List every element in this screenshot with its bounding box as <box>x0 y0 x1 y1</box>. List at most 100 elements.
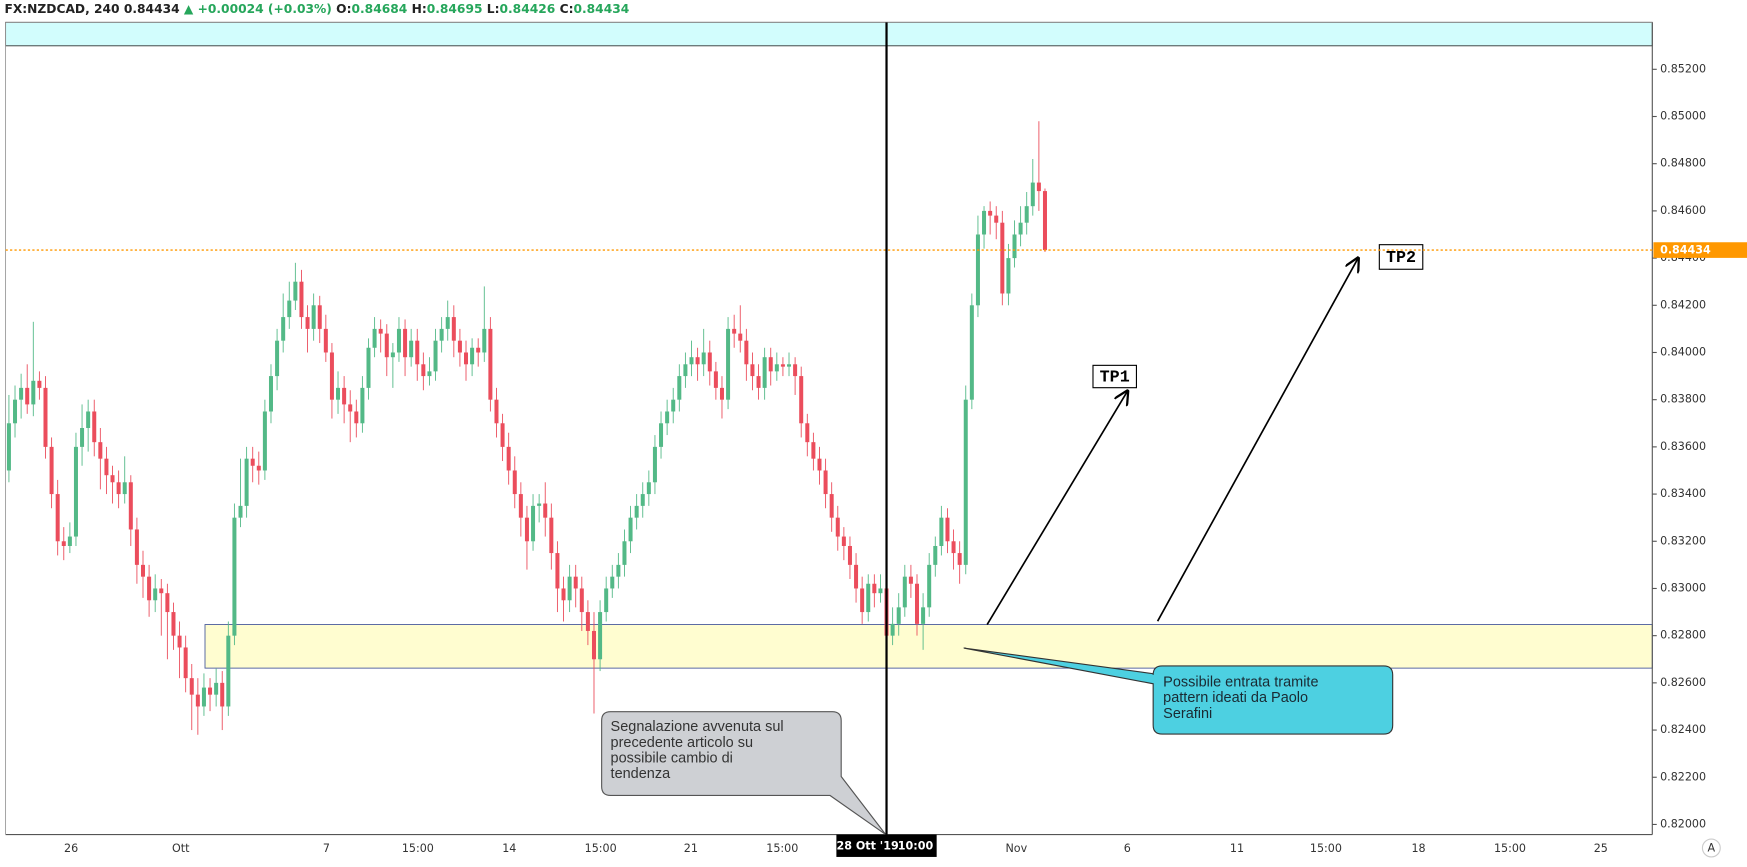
candle-body <box>671 399 676 412</box>
candle-body <box>55 494 60 542</box>
candle-body <box>902 576 907 608</box>
candle-body <box>1000 222 1005 294</box>
candle-body <box>1018 222 1023 235</box>
x-tick-label: Nov <box>1005 842 1027 855</box>
ohlc-label: H: <box>412 1 427 15</box>
candle-body <box>982 210 987 235</box>
note-left-callout <box>601 711 887 836</box>
x-tick-label: 21 <box>684 842 698 855</box>
candle-body <box>80 428 85 447</box>
ohlc-value: 0.84695 <box>427 1 483 15</box>
x-tick-label: Ott <box>172 842 190 855</box>
candle-body <box>208 687 213 695</box>
candle-body <box>847 545 852 565</box>
x-tick-label: 14 <box>502 842 516 855</box>
candle-body <box>342 387 347 405</box>
y-tick-label: 0.83600 <box>1660 440 1706 453</box>
candle-body <box>573 576 578 589</box>
candle-body <box>1042 191 1047 251</box>
candle-body <box>256 465 261 471</box>
candle-body <box>598 612 603 660</box>
candle-body <box>908 576 913 584</box>
candle-body <box>433 340 438 372</box>
candle-body <box>403 328 408 358</box>
candle-body <box>811 442 816 459</box>
candle-body <box>1012 234 1017 259</box>
candle-body <box>92 411 97 443</box>
ohlc-value: 0.84434 <box>573 1 629 15</box>
candle-body <box>860 588 865 613</box>
candle-body <box>336 387 341 400</box>
candle-body <box>945 517 950 542</box>
candle-body <box>159 588 164 594</box>
candle-body <box>439 328 444 341</box>
candle-body <box>220 682 225 707</box>
tp1-box <box>1092 364 1137 389</box>
candle-body <box>49 446 54 495</box>
tp2-box <box>1378 244 1424 270</box>
candle-body <box>659 423 664 447</box>
candle-body <box>506 446 511 471</box>
note-left-line: possibile cambio di <box>611 750 733 766</box>
note-right-callout <box>963 647 1394 735</box>
candle-body <box>549 517 554 554</box>
candle-body <box>780 364 785 367</box>
candle-body <box>683 364 688 377</box>
auto-scale-label[interactable]: A <box>1708 842 1716 855</box>
x-tick-label: 15:00 <box>766 842 798 855</box>
candle-body <box>689 357 694 365</box>
x-tick-label: 15:00 <box>1310 842 1342 855</box>
crosshair-time: 10:00 <box>898 839 934 852</box>
candle-body <box>957 553 962 565</box>
candle-body <box>866 583 871 613</box>
candle-body <box>128 482 133 530</box>
candle-body <box>147 576 152 601</box>
candle-body <box>348 404 353 412</box>
candle-body <box>31 380 36 405</box>
candle-body <box>707 352 712 372</box>
candle-body <box>482 328 487 353</box>
candle-body <box>238 505 243 518</box>
candle-body <box>354 411 359 424</box>
candle-body <box>140 564 146 577</box>
candle-body <box>195 694 200 707</box>
candle-body <box>19 387 24 400</box>
candle-body <box>1030 182 1035 207</box>
candle-body <box>299 281 304 318</box>
candle-body <box>427 371 432 377</box>
candle-body <box>646 482 651 495</box>
candle-body <box>165 593 170 613</box>
candle-body <box>488 328 493 400</box>
candle-body <box>994 215 999 223</box>
candle-body <box>640 494 645 506</box>
candle-body <box>665 411 670 424</box>
crosshair-box <box>836 834 937 857</box>
candle-body <box>98 442 103 459</box>
candle-body <box>585 612 590 631</box>
candle-body <box>774 364 779 372</box>
y-tick-label: 0.83200 <box>1660 534 1706 547</box>
candle-body <box>604 588 609 613</box>
header: FX:NZDCAD, 240 0.84434 ▲ +0.00024 (+0.03… <box>4 1 629 15</box>
candle-body <box>787 364 792 367</box>
auto-scale-button[interactable] <box>1701 838 1721 858</box>
cyan-band <box>5 21 1653 47</box>
candle-body <box>500 423 505 447</box>
candle-body <box>975 234 980 306</box>
last-price-box <box>1653 242 1747 258</box>
note-left-line: Segnalazione avvenuta sul <box>611 719 784 735</box>
y-tick-label: 0.82400 <box>1660 723 1706 736</box>
candle-body <box>531 505 536 542</box>
candle-body <box>287 300 292 318</box>
note-left-line: precedente articolo su <box>611 735 753 751</box>
candle-body <box>732 328 737 334</box>
candle-body <box>744 340 749 365</box>
candle-body <box>878 588 883 594</box>
candle-body <box>37 380 42 388</box>
candle-body <box>829 494 834 518</box>
candle-body <box>890 623 895 636</box>
entry-zone <box>204 624 1653 669</box>
candle-body <box>793 364 798 377</box>
